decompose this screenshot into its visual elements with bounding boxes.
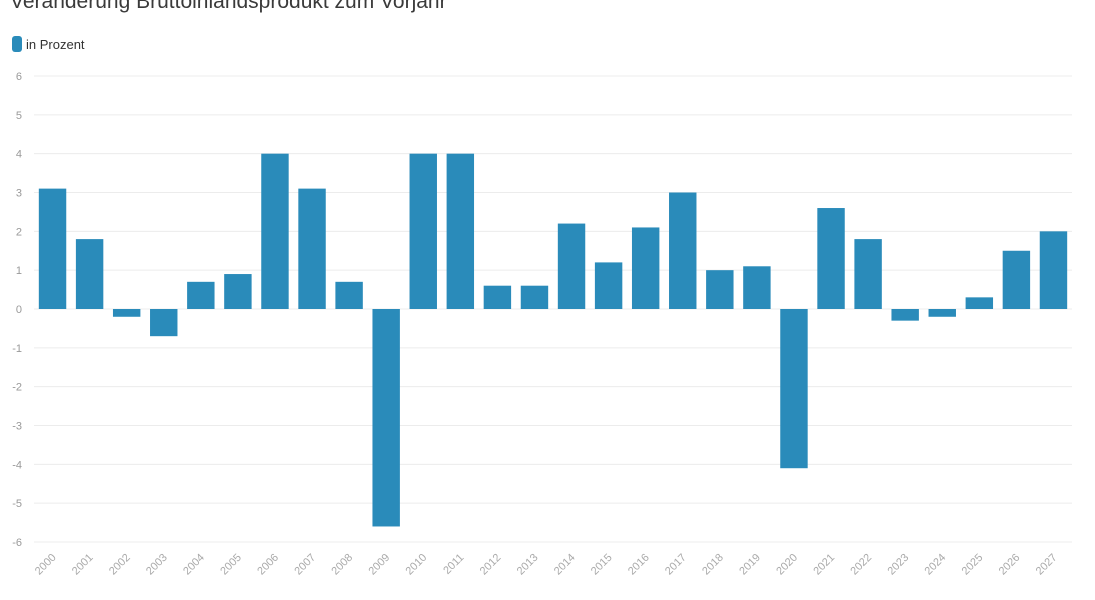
bar-2019[interactable] bbox=[743, 266, 771, 309]
bar-2017[interactable] bbox=[669, 192, 697, 310]
y-tick-label: 5 bbox=[16, 110, 22, 122]
bar-2023[interactable] bbox=[891, 309, 919, 321]
y-tick-label: 4 bbox=[16, 149, 22, 161]
x-tick-label: 2016 bbox=[626, 552, 652, 578]
grid-lines bbox=[34, 75, 1072, 543]
y-tick-label: -1 bbox=[12, 343, 22, 355]
x-tick-label: 2001 bbox=[70, 552, 96, 578]
bar-2005[interactable] bbox=[224, 274, 252, 309]
y-tick-label: -3 bbox=[12, 421, 22, 433]
x-tick-label: 2021 bbox=[811, 552, 837, 578]
y-tick-label: -4 bbox=[12, 459, 22, 471]
x-tick-label: 2012 bbox=[478, 552, 504, 578]
y-tick-label: 6 bbox=[16, 71, 22, 83]
x-tick-label: 2025 bbox=[960, 552, 986, 578]
bar-2020[interactable] bbox=[780, 309, 808, 469]
bar-2013[interactable] bbox=[520, 285, 549, 309]
x-tick-label: 2020 bbox=[774, 552, 800, 578]
y-tick-label: 0 bbox=[16, 304, 22, 316]
x-tick-label: 2023 bbox=[886, 552, 912, 578]
bar-2008[interactable] bbox=[335, 281, 363, 309]
y-tick-label: 3 bbox=[16, 188, 22, 200]
bar-2027[interactable] bbox=[1039, 231, 1068, 309]
chart-title: Veränderung Bruttoinlandsprodukt zum Vor… bbox=[10, 0, 447, 13]
bar-2026[interactable] bbox=[1002, 250, 1031, 309]
x-tick-label: 2004 bbox=[181, 552, 207, 578]
bar-2000[interactable] bbox=[38, 188, 67, 309]
y-tick-label: -6 bbox=[12, 537, 22, 549]
x-tick-label: 2024 bbox=[923, 552, 949, 578]
x-tick-label: 2000 bbox=[33, 552, 59, 578]
x-tick-label: 2003 bbox=[144, 552, 170, 578]
bar-2003[interactable] bbox=[150, 309, 178, 337]
x-tick-label: 2002 bbox=[107, 552, 133, 578]
bar-2015[interactable] bbox=[594, 262, 623, 309]
bar-2004[interactable] bbox=[187, 281, 215, 309]
bar-2007[interactable] bbox=[298, 188, 326, 309]
bar-2014[interactable] bbox=[557, 223, 586, 309]
y-tick-label: 2 bbox=[16, 226, 22, 238]
bar-2022[interactable] bbox=[854, 239, 882, 309]
x-tick-label: 2005 bbox=[218, 552, 244, 578]
bar-2016[interactable] bbox=[631, 227, 660, 309]
bar-2001[interactable] bbox=[75, 239, 104, 309]
x-tick-label: 2022 bbox=[848, 552, 874, 578]
bars bbox=[38, 153, 1068, 527]
x-tick-label: 2027 bbox=[1034, 552, 1060, 578]
x-tick-label: 2017 bbox=[663, 552, 689, 578]
y-tick-label: -5 bbox=[12, 498, 22, 510]
y-tick-label: 1 bbox=[16, 265, 22, 277]
bar-2011[interactable] bbox=[446, 153, 475, 309]
legend-swatch bbox=[12, 36, 22, 52]
x-tick-label: 2026 bbox=[997, 552, 1023, 578]
x-tick-label: 2007 bbox=[292, 552, 318, 578]
bar-2018[interactable] bbox=[706, 270, 734, 309]
x-tick-label: 2018 bbox=[700, 552, 726, 578]
bar-2002[interactable] bbox=[112, 309, 141, 317]
y-axis-ticks: 6 5 4 3 2 1 0 -1 -2 -3 -4 -5 -6 bbox=[12, 71, 22, 549]
x-tick-label: 2015 bbox=[589, 552, 615, 578]
x-tick-label: 2019 bbox=[737, 552, 763, 578]
bar-2006[interactable] bbox=[261, 153, 289, 309]
y-tick-label: -2 bbox=[12, 382, 22, 394]
bar-2012[interactable] bbox=[483, 285, 512, 309]
x-axis-ticks: 2000 2001 2002 2003 2004 2005 2006 2007 2008 2009… bbox=[33, 552, 1060, 578]
x-tick-label: 2011 bbox=[441, 552, 466, 577]
x-tick-label: 2013 bbox=[515, 552, 541, 578]
x-tick-label: 2006 bbox=[255, 552, 281, 578]
bar-2010[interactable] bbox=[409, 153, 437, 309]
x-tick-label: 2014 bbox=[552, 552, 578, 578]
bar-2025[interactable] bbox=[965, 297, 994, 309]
x-tick-label: 2009 bbox=[367, 552, 393, 578]
legend-label: in Prozent bbox=[26, 36, 85, 52]
x-tick-label: 2008 bbox=[329, 552, 355, 578]
bar-2024[interactable] bbox=[928, 309, 956, 317]
bar-2009[interactable] bbox=[372, 309, 400, 527]
x-tick-label: 2010 bbox=[404, 552, 430, 578]
bar-2021[interactable] bbox=[817, 208, 845, 309]
legend[interactable]: in Prozent bbox=[12, 36, 85, 52]
